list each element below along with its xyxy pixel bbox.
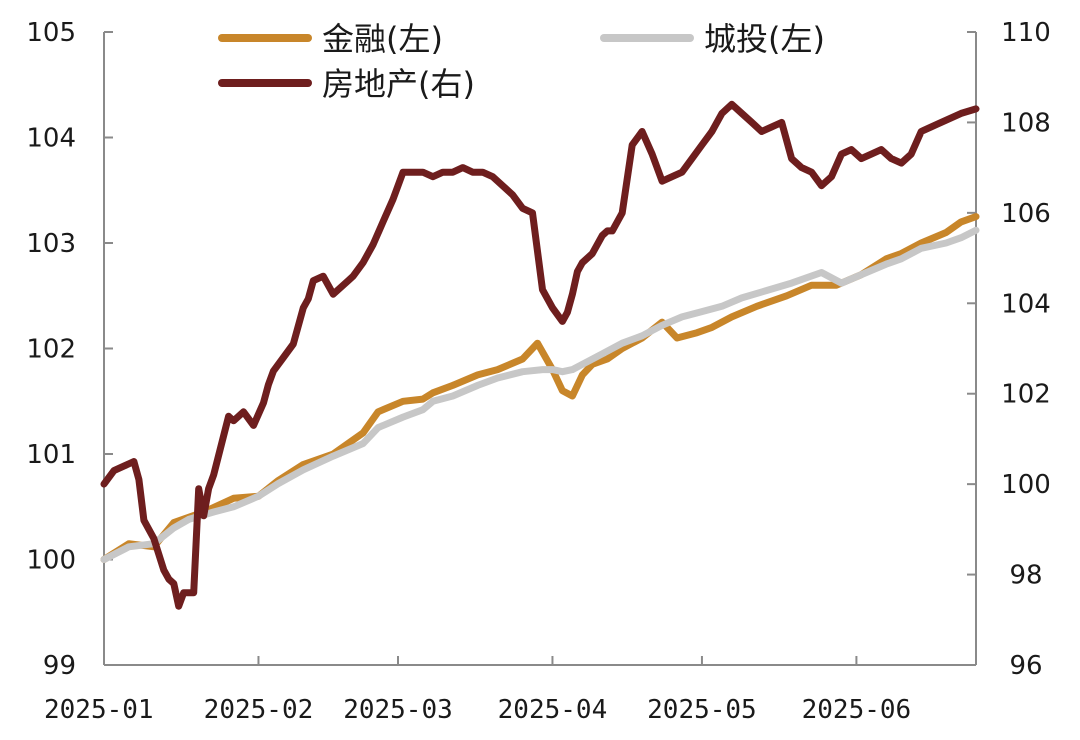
x-axis: 2025-01 2025-02 2025-03 2025-04 2025-05 2025-… bbox=[44, 656, 976, 725]
legend-item-1: 城投(左) bbox=[600, 20, 825, 58]
left-tick-label: 103 bbox=[26, 229, 76, 259]
left-tick-label: 100 bbox=[26, 546, 76, 576]
x-tick-label: 2025-06 bbox=[802, 695, 912, 725]
left-y-axis: 99 100 101 102 103 104 105 bbox=[26, 18, 113, 681]
series-line-1 bbox=[100, 226, 980, 563]
right-tick-label: 96 bbox=[1009, 651, 1042, 681]
left-tick-label: 101 bbox=[26, 440, 76, 470]
legend-label: 房地产(右) bbox=[322, 65, 475, 103]
left-tick-label: 102 bbox=[26, 335, 76, 365]
right-tick-label: 102 bbox=[1001, 380, 1051, 410]
x-tick-label: 2025-04 bbox=[498, 695, 608, 725]
right-tick-label: 106 bbox=[1001, 199, 1051, 229]
legend-label: 城投(左) bbox=[704, 20, 825, 58]
left-tick-label: 105 bbox=[26, 18, 76, 48]
right-y-axis: 96 98 100 102 104 106 108 110 bbox=[967, 18, 1051, 681]
legend-item-2: 房地产(右) bbox=[218, 65, 475, 103]
right-tick-label: 104 bbox=[1001, 289, 1051, 319]
series-line-2 bbox=[100, 100, 980, 610]
right-tick-label: 108 bbox=[1001, 108, 1051, 138]
left-tick-label: 104 bbox=[26, 124, 76, 154]
x-tick-label: 2025-01 bbox=[44, 695, 154, 725]
right-tick-label: 100 bbox=[1001, 470, 1051, 500]
x-tick-label: 2025-05 bbox=[647, 695, 757, 725]
x-tick-label: 2025-03 bbox=[343, 695, 453, 725]
right-tick-label: 110 bbox=[1001, 18, 1051, 48]
left-tick-label: 99 bbox=[43, 651, 76, 681]
legend: 金融(左) 城投(左) 房地产(右) bbox=[218, 20, 825, 103]
legend-item-0: 金融(左) bbox=[218, 20, 443, 58]
series-layer bbox=[100, 100, 980, 610]
legend-label: 金融(左) bbox=[322, 20, 443, 58]
x-tick-label: 2025-02 bbox=[204, 695, 314, 725]
right-tick-label: 98 bbox=[1009, 561, 1042, 591]
